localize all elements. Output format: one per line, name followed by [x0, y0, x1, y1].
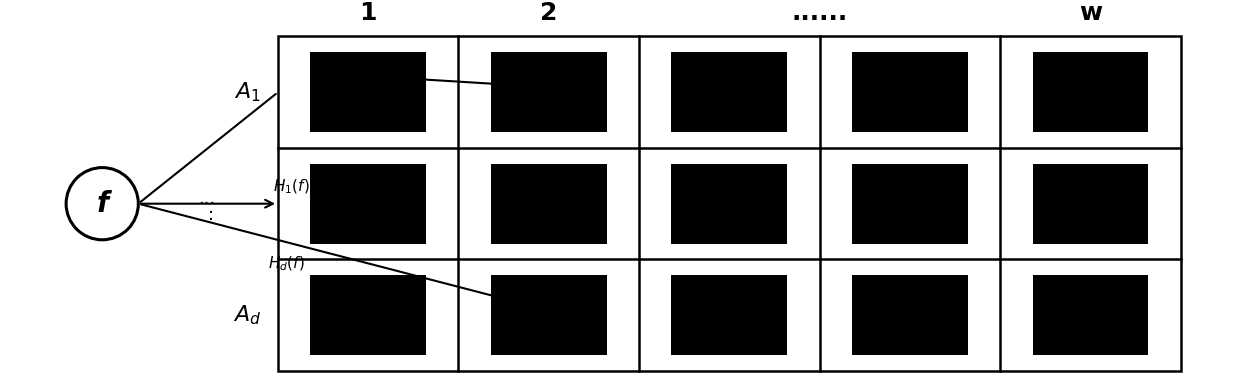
Bar: [491, 164, 606, 244]
Text: 1: 1: [360, 1, 377, 25]
Text: $H_1(f)$: $H_1(f)$: [273, 177, 310, 196]
Bar: [852, 52, 967, 132]
Circle shape: [66, 168, 139, 240]
Bar: [310, 164, 427, 244]
Text: 2: 2: [541, 1, 558, 25]
Bar: [852, 164, 967, 244]
Bar: [852, 275, 967, 355]
Bar: [1033, 52, 1148, 132]
Text: $H_d(f)$: $H_d(f)$: [269, 255, 305, 274]
Text: f: f: [97, 190, 108, 218]
Bar: [491, 52, 606, 132]
Bar: [310, 275, 427, 355]
Bar: [278, 36, 1180, 371]
Bar: [672, 275, 787, 355]
Bar: [672, 164, 787, 244]
Text: ......: ......: [791, 1, 848, 25]
Text: ...: ...: [198, 190, 216, 208]
Text: :: :: [208, 206, 215, 224]
Bar: [1033, 164, 1148, 244]
Text: $A_d$: $A_d$: [233, 303, 260, 327]
Bar: [491, 275, 606, 355]
Text: w: w: [1079, 1, 1102, 25]
Text: $A_1$: $A_1$: [234, 80, 260, 104]
Bar: [310, 52, 427, 132]
Bar: [1033, 275, 1148, 355]
Bar: [672, 52, 787, 132]
